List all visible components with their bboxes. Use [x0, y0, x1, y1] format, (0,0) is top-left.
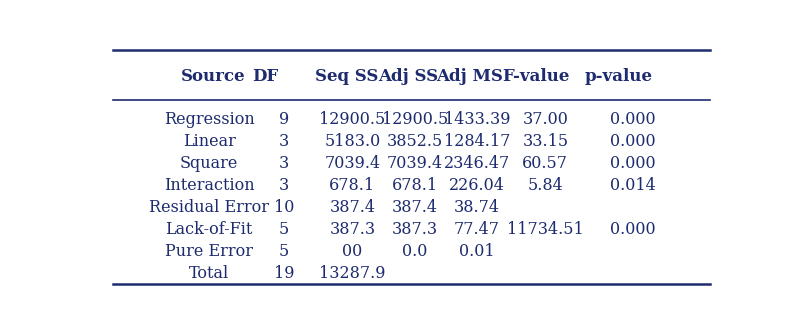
Text: 10: 10: [273, 199, 294, 216]
Text: 19: 19: [273, 265, 294, 282]
Text: 5: 5: [278, 243, 289, 260]
Text: Regression: Regression: [164, 111, 254, 128]
Text: 0.000: 0.000: [609, 133, 654, 150]
Text: Source: Source: [181, 68, 245, 85]
Text: 12900.5: 12900.5: [381, 111, 448, 128]
Text: 5183.0: 5183.0: [324, 133, 380, 150]
Text: 2346.47: 2346.47: [444, 155, 509, 172]
Text: 0.014: 0.014: [609, 177, 654, 194]
Text: 1433.39: 1433.39: [443, 111, 509, 128]
Text: Square: Square: [180, 155, 238, 172]
Text: 60.57: 60.57: [521, 155, 568, 172]
Text: 5.84: 5.84: [527, 177, 562, 194]
Text: DF: DF: [252, 68, 278, 85]
Text: 12900.5: 12900.5: [319, 111, 385, 128]
Text: 678.1: 678.1: [329, 177, 375, 194]
Text: Seq SS: Seq SS: [314, 68, 378, 85]
Text: 3: 3: [278, 155, 289, 172]
Text: Total: Total: [189, 265, 229, 282]
Text: Interaction: Interaction: [164, 177, 254, 194]
Text: 00: 00: [342, 243, 362, 260]
Text: 37.00: 37.00: [522, 111, 568, 128]
Text: 77.47: 77.47: [453, 221, 500, 238]
Text: 9: 9: [278, 111, 289, 128]
Text: 11734.51: 11734.51: [506, 221, 583, 238]
Text: 13287.9: 13287.9: [318, 265, 385, 282]
Text: 38.74: 38.74: [453, 199, 500, 216]
Text: 7039.4: 7039.4: [324, 155, 380, 172]
Text: 1284.17: 1284.17: [444, 133, 509, 150]
Text: 0.000: 0.000: [609, 111, 654, 128]
Text: 387.4: 387.4: [391, 199, 437, 216]
Text: 387.3: 387.3: [329, 221, 375, 238]
Text: 387.3: 387.3: [391, 221, 437, 238]
Text: Residual Error: Residual Error: [149, 199, 269, 216]
Text: Adj MS: Adj MS: [436, 68, 503, 85]
Text: 0.000: 0.000: [609, 221, 654, 238]
Text: 7039.4: 7039.4: [386, 155, 442, 172]
Text: 33.15: 33.15: [521, 133, 568, 150]
Text: 3852.5: 3852.5: [386, 133, 442, 150]
Text: Pure Error: Pure Error: [165, 243, 253, 260]
Text: 5: 5: [278, 221, 289, 238]
Text: Linear: Linear: [183, 133, 236, 150]
Text: Lack-of-Fit: Lack-of-Fit: [165, 221, 253, 238]
Text: 678.1: 678.1: [391, 177, 437, 194]
Text: 0.01: 0.01: [459, 243, 494, 260]
Text: p-value: p-value: [584, 68, 652, 85]
Text: F-value: F-value: [502, 68, 569, 85]
Text: Adj SS: Adj SS: [378, 68, 438, 85]
Text: 3: 3: [278, 177, 289, 194]
Text: 387.4: 387.4: [329, 199, 375, 216]
Text: 0.0: 0.0: [402, 243, 427, 260]
Text: 226.04: 226.04: [448, 177, 504, 194]
Text: 0.000: 0.000: [609, 155, 654, 172]
Text: 3: 3: [278, 133, 289, 150]
